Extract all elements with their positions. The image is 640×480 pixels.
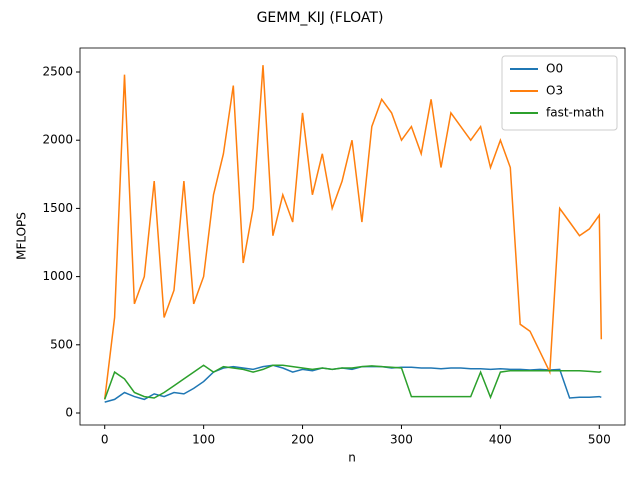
legend: O0 O3 fast-math — [501, 55, 618, 131]
y-tick-label: 500 — [50, 337, 73, 351]
x-tick-label: 200 — [291, 433, 314, 447]
x-tick-label: 100 — [192, 433, 215, 447]
y-axis-label: MFLOPS — [15, 212, 29, 260]
x-tick-label: 500 — [588, 433, 611, 447]
x-tick-label: 300 — [390, 433, 413, 447]
y-tick-label: 1500 — [42, 201, 73, 215]
chart-title: GEMM_KIJ (FLOAT) — [257, 10, 384, 26]
line-series — [103, 364, 602, 400]
legend-box — [501, 55, 618, 131]
plot-frame — [79, 47, 626, 426]
x-tick-label: 400 — [489, 433, 512, 447]
x-axis-label: n — [348, 451, 356, 465]
y-tick-label: 2500 — [42, 65, 73, 79]
y-tick-label: 2000 — [42, 133, 73, 147]
legend-label: O3 — [546, 84, 563, 98]
legend-label: O0 — [546, 62, 563, 76]
legend-label: fast-math — [546, 106, 604, 120]
y-tick-label: 0 — [65, 405, 73, 419]
y-tick-label: 1000 — [42, 269, 73, 283]
line-series — [103, 65, 603, 400]
x-tick-label: 0 — [101, 433, 109, 447]
